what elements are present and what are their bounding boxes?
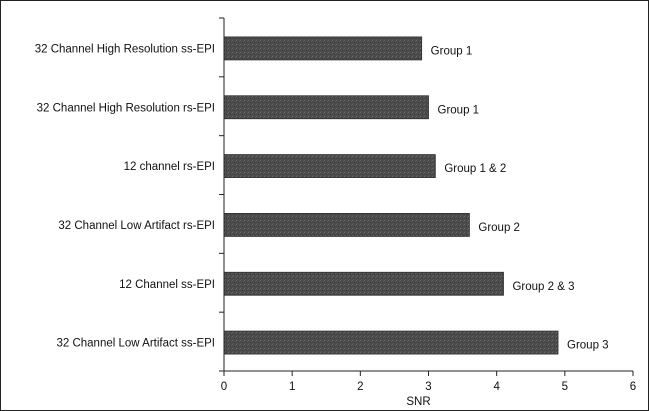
bar-data-label: Group 2 & 3: [512, 281, 574, 293]
x-axis-title: SNR: [406, 396, 430, 408]
category-label: 12 channel rs-EPI: [124, 161, 215, 173]
bar-data-label: Group 1: [431, 45, 473, 57]
x-tick-label: 5: [562, 381, 568, 393]
bar-data-label: Group 1: [438, 104, 480, 116]
bar: [223, 213, 470, 237]
x-tick-label: 6: [630, 381, 636, 393]
bar-data-label: Group 3: [567, 340, 609, 352]
bar: [223, 36, 423, 61]
category-label: 32 Channel High Resolution rs-EPI: [37, 102, 215, 114]
bar-data-label: Group 2: [478, 222, 520, 234]
x-tick-label: 3: [425, 381, 431, 393]
bar: [223, 271, 504, 296]
bar: [223, 154, 436, 178]
x-tick-label: 2: [357, 381, 363, 393]
category-label: 32 Channel High Resolution ss-EPI: [35, 43, 215, 55]
x-tick-label: 0: [221, 381, 227, 393]
category-label: 12 Channel ss-EPI: [119, 279, 215, 291]
bar: [223, 95, 429, 120]
bar-data-label: Group 1 & 2: [444, 163, 506, 175]
category-label: 32 Channel Low Artifact rs-EPI: [58, 220, 215, 232]
category-label: 32 Channel Low Artifact ss-EPI: [56, 338, 215, 350]
x-tick-label: 1: [289, 381, 295, 393]
bar: [223, 330, 559, 355]
x-tick-label: 4: [493, 381, 500, 393]
